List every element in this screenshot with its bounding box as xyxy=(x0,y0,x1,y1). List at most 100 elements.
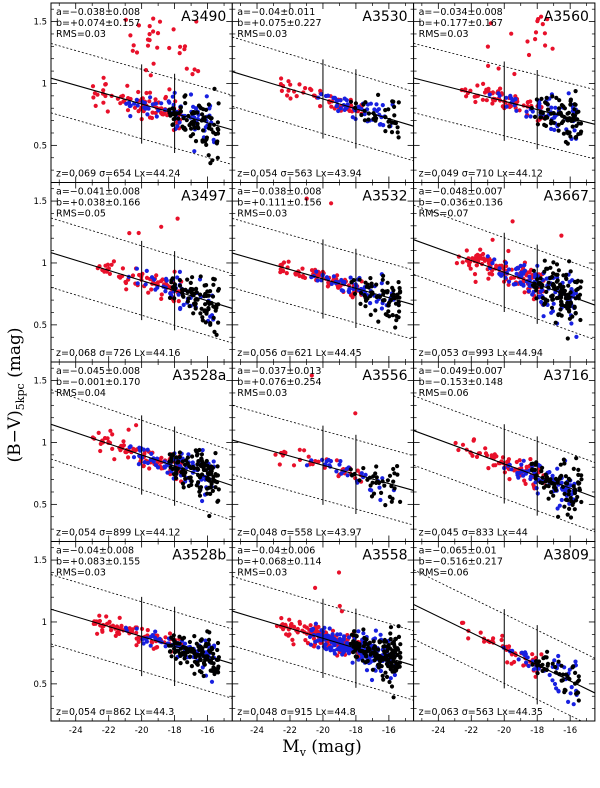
black-point xyxy=(210,488,215,493)
blue-point xyxy=(568,691,573,696)
blue-point xyxy=(149,275,155,280)
blue-point xyxy=(131,455,137,460)
black-point xyxy=(386,303,391,308)
blue-point xyxy=(329,281,334,286)
red-point xyxy=(550,46,555,51)
red-point xyxy=(334,458,339,463)
black-point xyxy=(573,670,578,676)
black-point xyxy=(385,648,390,654)
red-point xyxy=(151,646,156,651)
black-point xyxy=(539,96,544,101)
blue-point xyxy=(364,668,370,673)
blue-point xyxy=(148,643,153,648)
blue-point xyxy=(550,678,555,683)
red-point xyxy=(291,463,297,468)
blue-point xyxy=(166,99,171,104)
blue-point xyxy=(334,469,339,474)
black-point xyxy=(392,471,397,476)
red-point xyxy=(508,104,513,109)
black-point xyxy=(174,455,179,460)
blue-point xyxy=(506,279,512,284)
x-tick-label: -22 xyxy=(464,726,478,736)
black-point xyxy=(351,639,356,644)
black-point xyxy=(203,468,209,473)
black-point xyxy=(559,288,564,293)
black-point xyxy=(374,282,379,287)
blue-point xyxy=(157,636,162,641)
red-point xyxy=(124,287,129,292)
red-point xyxy=(108,428,113,433)
black-point xyxy=(185,660,190,665)
slope-annotation: a=−0.041±0.008 xyxy=(56,187,140,198)
black-point xyxy=(374,475,379,480)
blue-point xyxy=(547,672,552,678)
blue-point xyxy=(163,289,168,294)
intercept-annotation: b=−0.036±0.136 xyxy=(419,198,503,209)
blue-point xyxy=(490,261,495,266)
black-point xyxy=(169,456,174,461)
black-point xyxy=(573,135,578,140)
black-point xyxy=(187,304,192,309)
black-point xyxy=(203,320,208,325)
red-point xyxy=(163,94,168,100)
black-point xyxy=(395,125,400,130)
blue-point xyxy=(571,702,576,707)
blue-point xyxy=(328,648,333,653)
blue-point xyxy=(340,652,345,657)
blue-point xyxy=(549,126,554,132)
black-point xyxy=(204,135,209,140)
y-tick-label: 0.5 xyxy=(33,321,47,331)
red-point xyxy=(157,19,163,24)
red-point xyxy=(118,448,123,453)
blue-point xyxy=(304,463,310,468)
black-point xyxy=(206,477,211,483)
black-point xyxy=(574,110,580,115)
blue-point xyxy=(518,263,523,268)
black-point xyxy=(190,111,195,116)
blue-point xyxy=(145,112,150,117)
red-point xyxy=(154,273,159,278)
red-point xyxy=(325,284,330,289)
black-point xyxy=(389,499,394,504)
black-point xyxy=(392,486,397,491)
black-point xyxy=(372,658,377,663)
red-point xyxy=(105,109,110,114)
black-point xyxy=(199,306,204,311)
red-point xyxy=(486,276,491,281)
red-point xyxy=(472,272,478,277)
black-point xyxy=(208,116,214,121)
black-point xyxy=(568,97,574,102)
black-point xyxy=(394,318,399,323)
blue-point xyxy=(524,655,530,660)
red-point xyxy=(460,260,465,265)
black-point xyxy=(382,649,387,654)
blue-point xyxy=(334,104,339,109)
blue-point xyxy=(559,480,564,485)
blue-point xyxy=(362,112,367,117)
x-label-main: M xyxy=(282,737,299,757)
blue-point xyxy=(319,92,324,97)
black-point xyxy=(361,466,366,471)
intercept-annotation: b=−0.001±0.170 xyxy=(56,377,140,388)
black-point xyxy=(544,655,549,660)
blue-point xyxy=(209,679,215,684)
black-point xyxy=(195,110,200,115)
blue-point xyxy=(348,275,353,280)
blue-point xyxy=(372,107,377,112)
x-axis-label: Mv (mag) xyxy=(282,737,361,759)
black-point xyxy=(190,275,195,280)
red-point xyxy=(285,93,290,98)
black-point xyxy=(197,447,202,453)
red-point xyxy=(101,75,106,80)
red-point xyxy=(500,633,505,638)
black-point xyxy=(210,158,215,163)
plot-area xyxy=(232,36,414,162)
black-point xyxy=(568,102,573,107)
black-point xyxy=(386,107,391,112)
black-point xyxy=(565,118,570,123)
y-label-main: (B−V) xyxy=(5,410,25,462)
blue-point xyxy=(537,101,542,106)
black-point xyxy=(572,305,577,310)
cluster-name: A3667 xyxy=(544,189,589,205)
